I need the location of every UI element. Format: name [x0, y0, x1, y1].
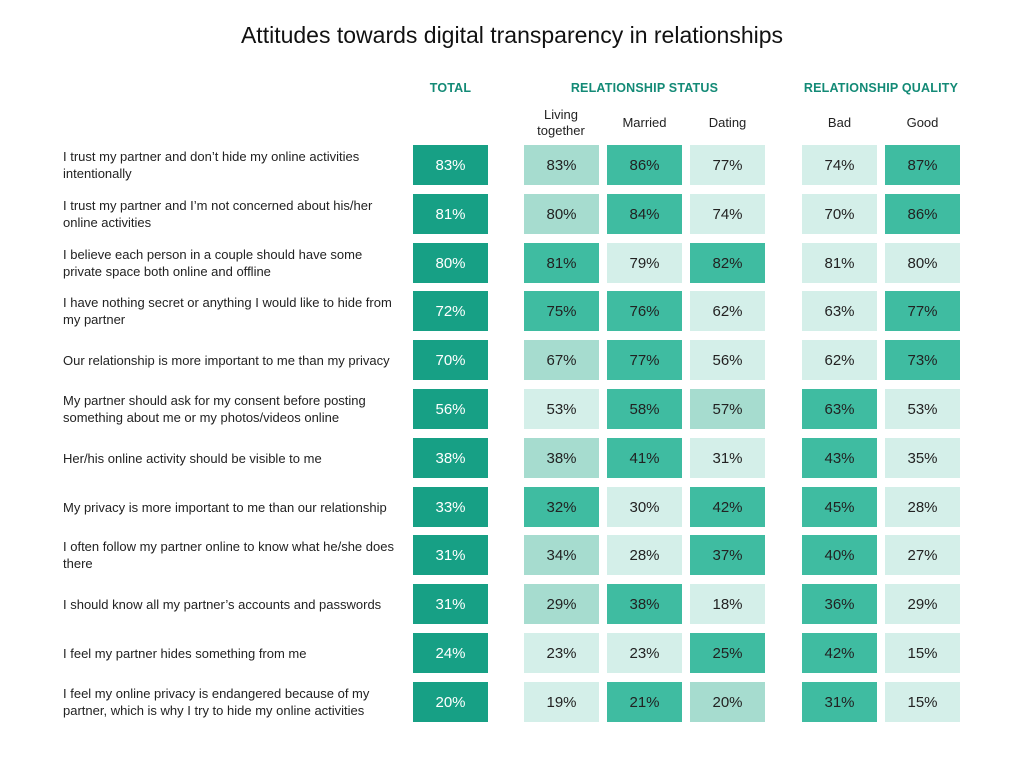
value-cell: 80% [413, 243, 488, 283]
row-label: I have nothing secret or anything I woul… [63, 295, 392, 327]
row-label: I believe each person in a couple should… [63, 247, 363, 279]
value-cell: 15% [885, 682, 960, 722]
value-cell: 42% [802, 633, 877, 673]
value-cell: 86% [607, 145, 682, 185]
row-label: I feel my online privacy is endangered b… [63, 686, 370, 718]
group-header: RELATIONSHIP QUALITY [803, 81, 959, 95]
value-cell: 86% [885, 194, 960, 234]
value-cell: 35% [885, 438, 960, 478]
value-cell: 21% [607, 682, 682, 722]
value-cell: 37% [690, 535, 765, 575]
value-cell: 70% [802, 194, 877, 234]
value-cell: 32% [524, 487, 599, 527]
value-cell: 34% [524, 535, 599, 575]
group-header: TOTAL [429, 81, 472, 95]
chart-title: Attitudes towards digital transparency i… [240, 22, 784, 48]
value-cell: 77% [885, 291, 960, 331]
value-cell: 79% [607, 243, 682, 283]
value-cell: 73% [885, 340, 960, 380]
value-cell: 45% [802, 487, 877, 527]
value-cell: 80% [885, 243, 960, 283]
value-cell: 76% [607, 291, 682, 331]
column-header: Bad [827, 115, 852, 130]
value-cell: 20% [413, 682, 488, 722]
value-cell: 83% [524, 145, 599, 185]
value-cell: 56% [413, 389, 488, 429]
value-cell: 67% [524, 340, 599, 380]
column-header: Good [906, 115, 939, 130]
value-cell: 19% [524, 682, 599, 722]
value-cell: 80% [524, 194, 599, 234]
value-cell: 31% [413, 584, 488, 624]
value-cell: 87% [885, 145, 960, 185]
value-cell: 62% [690, 291, 765, 331]
column-header: Dating [708, 115, 747, 130]
value-cell: 77% [607, 340, 682, 380]
value-cell: 18% [690, 584, 765, 624]
column-header: Married [622, 115, 667, 130]
value-cell: 74% [802, 145, 877, 185]
value-cell: 25% [690, 633, 765, 673]
value-cell: 40% [802, 535, 877, 575]
row-label: I often follow my partner online to know… [63, 539, 394, 571]
value-cell: 33% [413, 487, 488, 527]
column-header: Living together [537, 107, 585, 138]
value-cell: 38% [413, 438, 488, 478]
value-cell: 83% [413, 145, 488, 185]
value-cell: 20% [690, 682, 765, 722]
value-cell: 81% [802, 243, 877, 283]
value-cell: 62% [802, 340, 877, 380]
value-cell: 82% [690, 243, 765, 283]
row-label: I should know all my partner’s accounts … [63, 596, 382, 612]
row-label: I trust my partner and I’m not concerned… [63, 198, 373, 230]
value-cell: 70% [413, 340, 488, 380]
group-header: RELATIONSHIP STATUS [570, 81, 719, 95]
value-cell: 28% [607, 535, 682, 575]
value-cell: 30% [607, 487, 682, 527]
value-cell: 36% [802, 584, 877, 624]
value-cell: 74% [690, 194, 765, 234]
value-cell: 77% [690, 145, 765, 185]
row-label: I trust my partner and don’t hide my onl… [63, 149, 360, 181]
value-cell: 84% [607, 194, 682, 234]
value-cell: 42% [690, 487, 765, 527]
row-label: Our relationship is more important to me… [63, 352, 390, 368]
value-cell: 56% [690, 340, 765, 380]
value-cell: 57% [690, 389, 765, 429]
value-cell: 43% [802, 438, 877, 478]
value-cell: 38% [524, 438, 599, 478]
row-label: My partner should ask for my consent bef… [63, 393, 366, 425]
value-cell: 23% [607, 633, 682, 673]
value-cell: 15% [885, 633, 960, 673]
value-cell: 28% [885, 487, 960, 527]
value-cell: 29% [885, 584, 960, 624]
value-cell: 58% [607, 389, 682, 429]
value-cell: 27% [885, 535, 960, 575]
value-cell: 41% [607, 438, 682, 478]
value-cell: 53% [885, 389, 960, 429]
value-cell: 72% [413, 291, 488, 331]
value-cell: 63% [802, 389, 877, 429]
value-cell: 31% [690, 438, 765, 478]
row-label: I feel my partner hides something from m… [63, 645, 307, 661]
value-cell: 31% [802, 682, 877, 722]
value-cell: 81% [413, 194, 488, 234]
value-cell: 31% [413, 535, 488, 575]
value-cell: 53% [524, 389, 599, 429]
row-label: Her/his online activity should be visibl… [63, 450, 322, 466]
value-cell: 24% [413, 633, 488, 673]
value-cell: 23% [524, 633, 599, 673]
value-cell: 63% [802, 291, 877, 331]
value-cell: 75% [524, 291, 599, 331]
value-cell: 38% [607, 584, 682, 624]
value-cell: 29% [524, 584, 599, 624]
value-cell: 81% [524, 243, 599, 283]
row-label: My privacy is more important to me than … [63, 499, 387, 515]
